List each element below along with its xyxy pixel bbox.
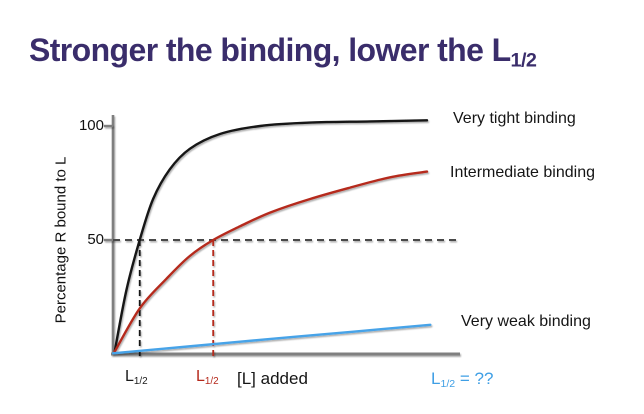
x-axis-title: [L] added: [237, 369, 308, 388]
l-half-label-very-tight: L1/2: [125, 368, 148, 387]
series-label-very-weak-binding: Very weak binding: [461, 313, 591, 330]
l-half-main: L: [196, 368, 205, 385]
l-half-sub: 1/2: [440, 377, 456, 390]
slide-title: Stronger the binding, lower the L1/2: [29, 32, 537, 72]
l-half-suffix: = ??: [455, 369, 494, 388]
curve-very-weak-binding: [111, 323, 432, 355]
slide-title-text: Stronger the binding, lower the L: [29, 32, 511, 69]
y-tick-label-50: 50: [87, 231, 104, 248]
l-half-sub: 1/2: [204, 375, 219, 387]
series-label-very-tight-binding: Very tight binding: [453, 110, 576, 127]
curve-intermediate-binding: [113, 170, 429, 353]
l-half-label-very-weak-unknown: L1/2 = ??: [431, 369, 493, 390]
curve-very-tight-binding: [113, 119, 429, 353]
series-label-intermediate-binding: Intermediate binding: [450, 164, 595, 181]
l-half-sub: 1/2: [133, 375, 148, 387]
y-tick-label-100: 100: [78, 117, 104, 134]
l-half-main: L: [431, 369, 441, 388]
slide-title-subscript: 1/2: [510, 49, 537, 72]
l-half-label-intermediate: L1/2: [196, 368, 219, 387]
l-half-main: L: [125, 368, 134, 385]
